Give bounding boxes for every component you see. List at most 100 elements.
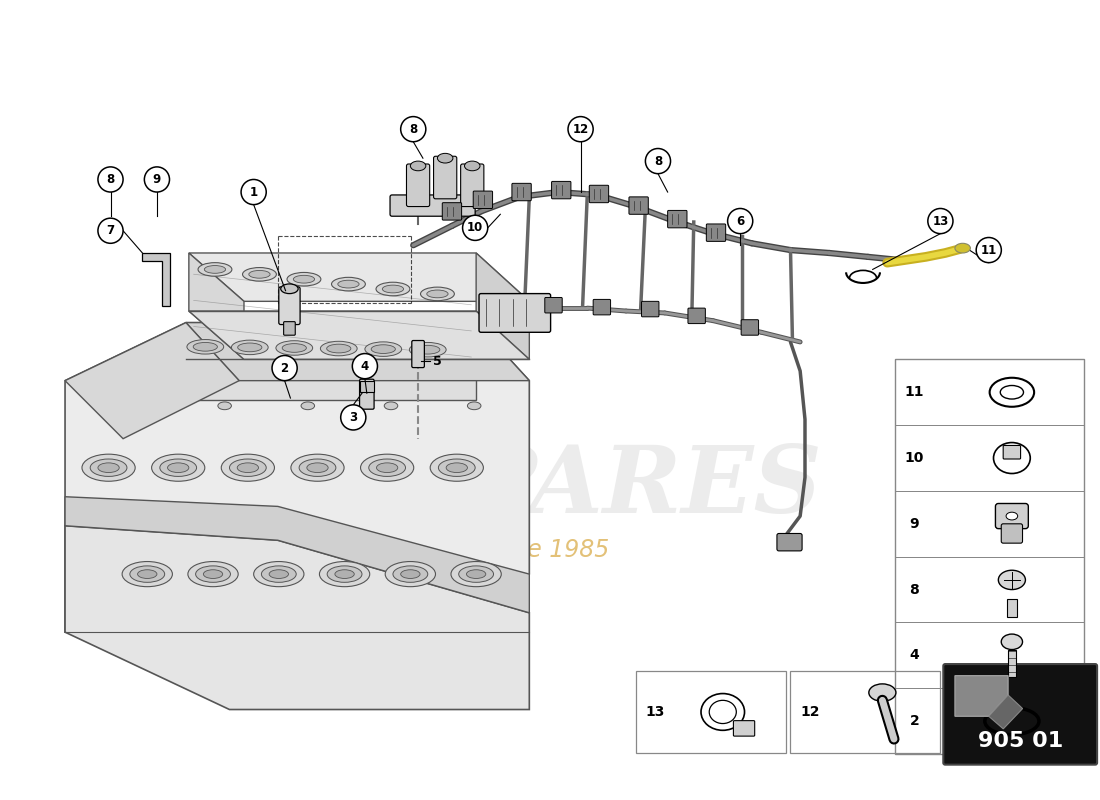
Ellipse shape <box>385 562 436 586</box>
Ellipse shape <box>221 454 275 482</box>
FancyBboxPatch shape <box>461 164 484 206</box>
Bar <box>895 491 1084 557</box>
Circle shape <box>927 209 953 234</box>
Ellipse shape <box>194 342 218 351</box>
Circle shape <box>568 117 593 142</box>
Bar <box>895 359 1084 425</box>
Ellipse shape <box>205 266 225 274</box>
Polygon shape <box>65 497 529 613</box>
FancyBboxPatch shape <box>1001 524 1023 543</box>
Ellipse shape <box>427 290 448 298</box>
Ellipse shape <box>371 345 395 354</box>
Ellipse shape <box>160 459 197 477</box>
Circle shape <box>976 238 1001 262</box>
Ellipse shape <box>459 566 494 582</box>
Ellipse shape <box>410 161 426 170</box>
Polygon shape <box>65 322 239 438</box>
Ellipse shape <box>416 346 440 354</box>
Ellipse shape <box>331 278 365 291</box>
Ellipse shape <box>438 154 453 163</box>
FancyBboxPatch shape <box>741 320 759 335</box>
Bar <box>1008 650 1015 677</box>
Ellipse shape <box>294 275 315 283</box>
Circle shape <box>144 167 169 192</box>
Circle shape <box>352 354 377 378</box>
Ellipse shape <box>327 566 362 582</box>
Text: 13: 13 <box>646 705 664 719</box>
Bar <box>895 557 1084 622</box>
Ellipse shape <box>138 570 157 578</box>
FancyBboxPatch shape <box>407 164 430 206</box>
Bar <box>895 688 1084 754</box>
Text: 7: 7 <box>107 224 114 238</box>
Bar <box>895 622 1084 688</box>
Ellipse shape <box>254 562 304 586</box>
Polygon shape <box>65 322 529 632</box>
FancyBboxPatch shape <box>544 298 562 313</box>
Circle shape <box>727 209 752 234</box>
Ellipse shape <box>283 344 307 352</box>
FancyBboxPatch shape <box>360 381 374 392</box>
Ellipse shape <box>365 342 402 356</box>
Ellipse shape <box>368 459 406 477</box>
Circle shape <box>463 215 487 241</box>
Polygon shape <box>186 322 529 381</box>
Ellipse shape <box>468 402 481 410</box>
Ellipse shape <box>420 287 454 301</box>
Polygon shape <box>142 253 169 306</box>
FancyBboxPatch shape <box>641 302 659 317</box>
FancyBboxPatch shape <box>478 294 551 332</box>
Text: EUROSPARES: EUROSPARES <box>82 442 822 532</box>
Polygon shape <box>189 253 244 359</box>
Ellipse shape <box>451 562 502 586</box>
Ellipse shape <box>188 562 239 586</box>
Text: 11: 11 <box>980 243 997 257</box>
FancyBboxPatch shape <box>284 322 295 335</box>
Ellipse shape <box>384 402 398 410</box>
Text: 2: 2 <box>910 714 920 728</box>
Text: 5: 5 <box>433 355 442 368</box>
Ellipse shape <box>152 454 205 482</box>
Polygon shape <box>989 695 1023 729</box>
Polygon shape <box>476 253 529 359</box>
Circle shape <box>272 355 297 381</box>
Ellipse shape <box>439 459 475 477</box>
Ellipse shape <box>955 243 970 253</box>
Text: 11: 11 <box>904 386 924 399</box>
Bar <box>895 359 1084 754</box>
FancyBboxPatch shape <box>433 156 456 199</box>
FancyBboxPatch shape <box>996 503 1028 529</box>
Ellipse shape <box>287 273 321 286</box>
Ellipse shape <box>218 402 231 410</box>
Text: 10: 10 <box>468 222 483 234</box>
Text: 8: 8 <box>107 173 114 186</box>
FancyBboxPatch shape <box>473 191 493 209</box>
Ellipse shape <box>270 570 288 578</box>
Ellipse shape <box>464 161 480 170</box>
Ellipse shape <box>447 463 468 473</box>
Ellipse shape <box>238 463 258 473</box>
Text: 10: 10 <box>904 451 924 465</box>
Ellipse shape <box>338 280 359 288</box>
Circle shape <box>98 218 123 243</box>
Circle shape <box>98 167 123 192</box>
FancyBboxPatch shape <box>668 210 688 228</box>
Ellipse shape <box>319 562 370 586</box>
Text: 2: 2 <box>280 362 288 374</box>
Ellipse shape <box>280 284 298 294</box>
Ellipse shape <box>1006 512 1018 520</box>
Text: 6: 6 <box>736 214 745 227</box>
Ellipse shape <box>400 570 420 578</box>
FancyBboxPatch shape <box>442 202 462 220</box>
Ellipse shape <box>98 463 119 473</box>
Text: 9: 9 <box>153 173 161 186</box>
Ellipse shape <box>376 282 410 296</box>
Ellipse shape <box>430 454 483 482</box>
Ellipse shape <box>238 343 262 352</box>
Ellipse shape <box>198 262 232 276</box>
Ellipse shape <box>242 267 276 281</box>
Text: 12: 12 <box>800 705 820 719</box>
Text: 1: 1 <box>250 186 257 198</box>
FancyBboxPatch shape <box>1003 446 1021 459</box>
Bar <box>895 425 1084 491</box>
